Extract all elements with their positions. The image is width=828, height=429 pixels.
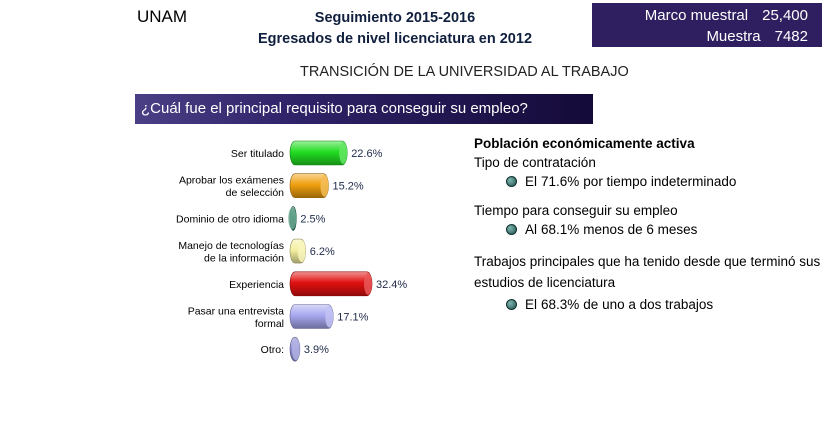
bar-cap-6: [291, 338, 300, 361]
bar-4: [289, 271, 373, 297]
category-label-line: Aprobar los exámenes: [179, 174, 284, 186]
header-line-2: Egresados de nivel licenciatura en 2012: [257, 31, 533, 47]
muestra-label: Muestra: [706, 28, 761, 45]
category-label-line: de selección: [226, 187, 285, 199]
panel-heading: Población económicamente activa: [474, 136, 695, 151]
bar-cap-5: [325, 305, 334, 328]
time-to-job-section: Tiempo para conseguir su empleo Al 68.1% m…: [474, 203, 824, 237]
time-to-job-item: Al 68.1% menos de 6 meses: [506, 222, 824, 237]
category-label-line: Pasar una entrevista: [188, 305, 284, 317]
bar-cap-3: [297, 240, 306, 263]
time-to-job-pct: 68.1%: [541, 222, 580, 237]
contract-type-prefix: El: [525, 174, 538, 189]
jobs-count-pct: 68.3%: [541, 297, 580, 312]
jobs-count-text: de uno a dos trabajos: [583, 297, 714, 312]
category-label-line: de la información: [204, 252, 284, 264]
jobs-count-title: Trabajos principales que ha tenido desde…: [474, 254, 821, 290]
category-label-5: Pasar una entrevista formal: [188, 305, 284, 330]
contract-type-text: por tiempo indeterminado: [583, 174, 737, 189]
org-label: UNAM: [137, 7, 188, 26]
contract-type-pct: 71.6%: [541, 174, 580, 189]
category-label-6: Otro:: [261, 344, 284, 356]
contract-type-item: El 71.6% por tiempo indeterminado: [506, 174, 824, 189]
bar-cap-1: [320, 174, 329, 197]
category-label-1: Aprobar los exámenes de selección: [179, 174, 284, 199]
jobs-count-prefix: El: [525, 297, 538, 312]
category-label-line: Dominio de otro idioma: [176, 213, 284, 225]
value-label-5: 17.1%: [337, 312, 368, 324]
time-to-job-title: Tiempo para conseguir su empleo: [474, 203, 678, 218]
value-label-6: 3.9%: [304, 344, 329, 356]
bar-cap-4: [364, 272, 372, 295]
category-label-line: formal: [255, 318, 284, 330]
question-text: ¿Cuál fue el principal requisito para co…: [141, 100, 528, 117]
category-label-2: Dominio de otro idioma: [176, 213, 284, 225]
bullet-icon: [506, 175, 517, 187]
time-to-job-text: menos de 6 meses: [583, 222, 698, 237]
category-label-3: Manejo de tecnologías de la información: [178, 240, 284, 265]
report-header: Seguimiento 2015-2016 Egresados de nivel…: [215, 8, 575, 50]
question-banner: ¿Cuál fue el principal requisito para co…: [135, 94, 593, 124]
category-label-4: Experiencia: [229, 279, 284, 291]
value-label-4: 32.4%: [376, 279, 407, 291]
muestra-row: Muestra 7482: [706, 28, 808, 45]
category-label-line: Otro:: [261, 344, 284, 356]
header-line-1: Seguimiento 2015-2016: [314, 10, 476, 26]
marco-muestral-label: Marco muestral: [644, 7, 749, 24]
muestra-value: 7482: [774, 28, 808, 45]
value-label-0: 22.6%: [351, 148, 382, 160]
bar-cap-0: [339, 142, 348, 164]
time-to-job-prefix: Al: [525, 222, 538, 237]
value-label-2: 2.5%: [300, 213, 325, 225]
jobs-count-item: El 68.3% de uno a dos trabajos: [506, 297, 824, 312]
category-label-line: Experiencia: [229, 279, 284, 291]
section-title: TRANSICIÓN DE LA UNIVERSIDAD AL TRABAJO: [300, 64, 629, 80]
contract-type-title: Tipo de contratación: [474, 155, 596, 170]
sample-stats-box: Marco muestral 25,400 Muestra 7482: [592, 3, 822, 47]
bullet-icon: [506, 223, 517, 235]
marco-muestral-row: Marco muestral 25,400: [645, 7, 808, 24]
value-label-1: 15.2%: [332, 181, 363, 193]
bar-1: [289, 173, 329, 199]
value-label-3: 6.2%: [310, 246, 335, 258]
bar-0: [289, 140, 348, 166]
requirements-bar-chart: Ser titulado 22.6%Aprobar los exámenes de …: [176, 140, 407, 362]
jobs-count-section: Trabajos principales que ha tenido desde…: [474, 251, 824, 312]
category-label-0: Ser titulado: [231, 148, 284, 160]
marco-muestral-value: 25,400: [762, 7, 808, 24]
economically-active-panel: Población económicamente activa Tipo de …: [474, 136, 824, 326]
contract-type-section: Tipo de contratación El 71.6% por tiempo i…: [474, 155, 824, 189]
category-label-line: Manejo de tecnologías: [178, 240, 284, 252]
bar-cap-2: [288, 207, 297, 230]
category-label-line: Ser titulado: [231, 148, 284, 160]
bullet-icon: [506, 298, 517, 310]
